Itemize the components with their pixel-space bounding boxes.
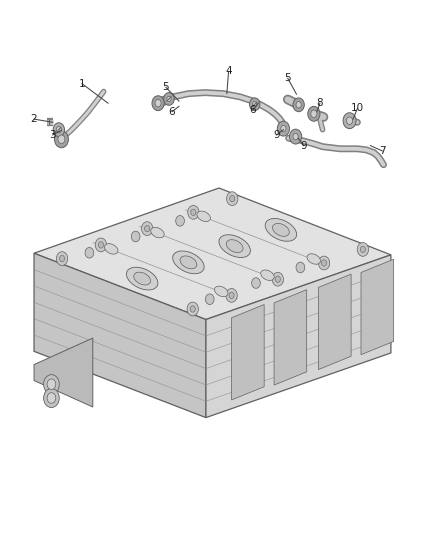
Circle shape — [53, 123, 64, 136]
Circle shape — [141, 222, 153, 236]
Ellipse shape — [307, 254, 321, 264]
Circle shape — [47, 379, 56, 390]
Circle shape — [357, 243, 368, 256]
Circle shape — [191, 209, 196, 215]
Circle shape — [85, 247, 94, 258]
Ellipse shape — [173, 251, 204, 274]
Circle shape — [155, 100, 161, 107]
Circle shape — [346, 117, 353, 124]
Circle shape — [47, 393, 56, 403]
Text: 5: 5 — [284, 73, 291, 83]
Circle shape — [296, 102, 301, 108]
Ellipse shape — [226, 240, 243, 253]
Polygon shape — [361, 259, 394, 354]
Ellipse shape — [215, 286, 228, 297]
Circle shape — [252, 278, 260, 288]
Circle shape — [44, 389, 59, 408]
Circle shape — [56, 126, 61, 133]
Text: 6: 6 — [250, 105, 256, 115]
Text: 4: 4 — [225, 67, 232, 76]
Text: 3: 3 — [49, 130, 56, 140]
Circle shape — [253, 102, 257, 107]
Circle shape — [176, 215, 184, 226]
Circle shape — [205, 294, 214, 304]
Circle shape — [229, 292, 234, 298]
Text: 8: 8 — [317, 98, 323, 108]
Ellipse shape — [197, 211, 210, 222]
Circle shape — [226, 192, 238, 206]
Text: 10: 10 — [351, 103, 364, 114]
Ellipse shape — [180, 256, 197, 269]
Circle shape — [343, 113, 356, 128]
Circle shape — [250, 98, 260, 111]
Circle shape — [58, 135, 65, 143]
Circle shape — [321, 260, 327, 266]
Circle shape — [145, 225, 150, 232]
Text: 1: 1 — [78, 78, 85, 88]
Circle shape — [230, 196, 235, 202]
Circle shape — [190, 306, 195, 312]
Ellipse shape — [219, 235, 251, 257]
Circle shape — [277, 121, 290, 136]
Circle shape — [187, 302, 198, 316]
Circle shape — [164, 93, 174, 106]
Polygon shape — [232, 304, 264, 400]
Circle shape — [360, 246, 365, 253]
Ellipse shape — [261, 270, 274, 280]
Circle shape — [152, 96, 164, 111]
Circle shape — [290, 129, 302, 144]
Circle shape — [98, 242, 103, 248]
Circle shape — [95, 238, 106, 252]
Ellipse shape — [265, 219, 297, 241]
Text: 9: 9 — [300, 141, 307, 151]
Text: 2: 2 — [31, 114, 37, 124]
Polygon shape — [34, 338, 93, 407]
Ellipse shape — [272, 223, 290, 236]
Circle shape — [44, 375, 59, 394]
Circle shape — [188, 205, 199, 219]
Circle shape — [296, 262, 305, 273]
Circle shape — [167, 96, 171, 102]
Circle shape — [131, 231, 140, 242]
Circle shape — [54, 131, 68, 148]
Ellipse shape — [134, 272, 151, 285]
Text: 7: 7 — [379, 146, 385, 156]
Text: 9: 9 — [273, 130, 280, 140]
Ellipse shape — [127, 267, 158, 290]
Polygon shape — [318, 274, 351, 369]
Circle shape — [57, 252, 68, 265]
Circle shape — [60, 255, 65, 262]
Ellipse shape — [105, 244, 118, 254]
Text: 5: 5 — [162, 82, 169, 92]
Circle shape — [311, 110, 317, 117]
Circle shape — [272, 272, 283, 286]
Text: 6: 6 — [169, 107, 175, 117]
Circle shape — [281, 125, 286, 132]
Polygon shape — [206, 255, 391, 418]
Polygon shape — [274, 289, 307, 385]
Circle shape — [226, 288, 237, 302]
Circle shape — [293, 133, 298, 140]
Polygon shape — [34, 188, 391, 319]
Polygon shape — [34, 253, 206, 418]
Circle shape — [293, 98, 304, 112]
Ellipse shape — [151, 228, 164, 238]
Circle shape — [318, 256, 330, 270]
Circle shape — [275, 276, 280, 282]
Circle shape — [308, 107, 320, 121]
